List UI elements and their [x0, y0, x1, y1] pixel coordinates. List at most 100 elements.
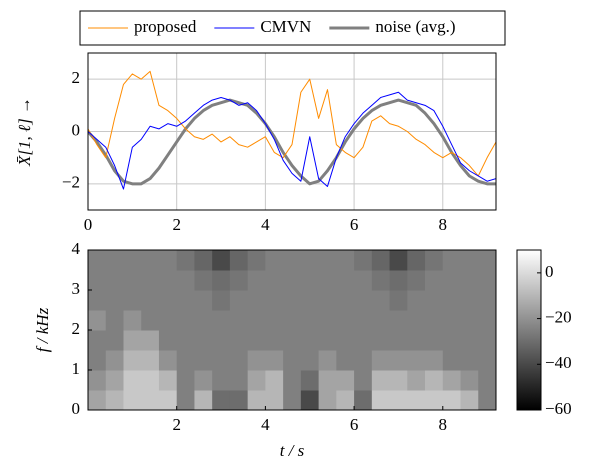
spectrogram-cell — [371, 330, 391, 351]
legend-label: proposed — [134, 17, 197, 36]
spectrogram-cell — [105, 390, 124, 411]
spectrogram-cell — [176, 350, 195, 371]
spectrogram-cell — [354, 250, 373, 271]
spectrogram-cell — [123, 270, 142, 291]
spectrogram-cell — [265, 250, 284, 271]
spectrogram-cell — [194, 330, 213, 351]
spectrogram-cell — [283, 310, 302, 331]
spectrogram-cell — [283, 390, 302, 411]
spectrogram-cell — [88, 350, 107, 371]
spectrogram-cell — [318, 330, 337, 351]
spectrogram-cell — [229, 250, 249, 271]
spectrogram-cell — [478, 250, 497, 271]
spectrogram-cell — [425, 370, 444, 391]
spectrogram-cell — [158, 290, 178, 311]
spectrogram-cell — [88, 270, 107, 291]
spectrogram-cell — [460, 350, 479, 371]
spectrogram-cell — [478, 270, 497, 291]
spectrogram-cell — [141, 270, 160, 291]
x-axis-label: t / s — [280, 441, 305, 460]
spectrogram-cell — [407, 250, 426, 271]
axes-frame — [87, 52, 497, 211]
spectrogram-cell — [141, 290, 160, 311]
y-tick-label: 3 — [72, 279, 81, 298]
spectrogram-cell — [300, 390, 320, 411]
spectrogram-cell — [229, 350, 249, 371]
spectrogram-cell — [212, 330, 231, 351]
spectrogram-cell — [300, 350, 320, 371]
spectrogram-cell — [105, 370, 124, 391]
spectrogram-cell — [318, 290, 337, 311]
spectrogram-cell — [158, 250, 178, 271]
colorbar-tick-label: −20 — [545, 307, 572, 326]
spectrogram-cell — [194, 290, 213, 311]
spectrogram-cell — [300, 370, 320, 391]
spectrogram-cell — [460, 290, 479, 311]
spectrogram-cell — [371, 350, 391, 371]
spectrogram-cell — [212, 310, 231, 331]
spectrogram-cell — [283, 290, 302, 311]
spectrogram-cell — [442, 270, 462, 291]
spectrogram-cell — [229, 390, 249, 411]
spectrogram-cell — [176, 370, 195, 391]
spectrogram-cell — [460, 310, 479, 331]
spectrogram-cell — [407, 330, 426, 351]
spectrogram-cell — [123, 290, 142, 311]
spectrogram-cell — [141, 310, 160, 331]
spectrogram-cell — [123, 350, 142, 371]
spectrogram-cell — [105, 310, 124, 331]
spectrogram-cell — [354, 350, 373, 371]
y-axis-label: X̄[1, ℓ] → — [15, 97, 34, 167]
spectrogram-cell — [229, 310, 249, 331]
spectrogram-cell — [229, 370, 249, 391]
spectrogram-cell — [371, 250, 391, 271]
spectrogram-cell — [158, 310, 178, 331]
spectrogram-cell — [123, 250, 142, 271]
y-tick-label: 2 — [72, 68, 81, 87]
spectrogram-cell — [105, 290, 124, 311]
spectrogram-cell — [158, 350, 178, 371]
spectrogram-cell — [158, 270, 178, 291]
x-tick-label: 2 — [172, 215, 181, 234]
spectrogram-cell — [336, 370, 355, 391]
spectrogram-cell — [247, 390, 266, 411]
spectrogram-cell — [460, 390, 479, 411]
spectrogram-cell — [265, 270, 284, 291]
spectrogram-cell — [105, 270, 124, 291]
colorbar-tick-label: −60 — [545, 399, 572, 418]
spectrogram-cell — [212, 250, 231, 271]
legend-label: noise (avg.) — [375, 17, 455, 36]
spectrogram-cell — [389, 290, 408, 311]
spectrogram-cell — [371, 390, 391, 411]
spectrogram-cell — [283, 350, 302, 371]
y-tick-label: −2 — [62, 173, 80, 192]
spectrogram-cell — [176, 290, 195, 311]
spectrogram-cell — [123, 370, 142, 391]
spectrogram-cell — [478, 310, 497, 331]
spectrogram-cell — [176, 270, 195, 291]
spectrogram-cell — [336, 270, 355, 291]
spectrogram-cell — [141, 330, 160, 351]
spectrogram-cell — [247, 250, 266, 271]
spectrogram-cell — [478, 350, 497, 371]
y-tick-label: 2 — [72, 319, 81, 338]
spectrogram-cell — [354, 290, 373, 311]
x-tick-label: 8 — [439, 215, 448, 234]
spectrogram-cell — [88, 290, 107, 311]
spectrogram-cell — [88, 310, 107, 331]
spectrogram-cell — [389, 270, 408, 291]
x-tick-label: 0 — [84, 215, 93, 234]
spectrogram-cell — [300, 270, 320, 291]
spectrogram-cell — [141, 350, 160, 371]
spectrogram-cell — [336, 390, 355, 411]
spectrogram-cell — [442, 370, 462, 391]
spectrogram-cell — [247, 350, 266, 371]
spectrogram-cell — [105, 250, 124, 271]
spectrogram-cell — [442, 330, 462, 351]
spectrogram-cell — [442, 350, 462, 371]
series-line — [88, 98, 496, 186]
spectrogram-cell — [158, 390, 178, 411]
spectrogram-cell — [265, 330, 284, 351]
spectrogram-cell — [265, 310, 284, 331]
